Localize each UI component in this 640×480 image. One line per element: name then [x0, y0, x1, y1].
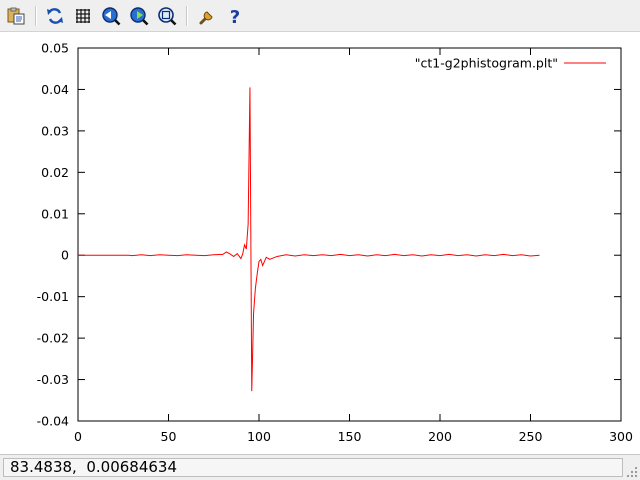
x-tick-label: 0 [74, 429, 82, 444]
y-tick-label: -0.04 [37, 414, 69, 429]
series-line [78, 87, 540, 392]
zoom-previous-icon [102, 7, 121, 26]
settings-icon [199, 11, 213, 25]
toolbar-separator [35, 6, 37, 26]
y-tick-label: 0 [61, 248, 69, 263]
settings-button[interactable] [196, 5, 218, 27]
plot-area[interactable]: -0.04 -0.03 -0.02 -0.01 0 0.01 0.02 0.03 0.04 0.0… [0, 32, 640, 454]
replot-icon [47, 8, 63, 24]
x-tick-label: 50 [161, 429, 177, 444]
plot-frame [77, 47, 622, 422]
copy-to-clipboard-button[interactable] [5, 5, 27, 27]
y-tick-label: -0.03 [37, 372, 69, 387]
zoom-previous-button[interactable] [100, 5, 122, 27]
status-bar: 83.4838, 0.00684634 [0, 454, 640, 480]
x-tick-label: 150 [338, 429, 362, 444]
autoscale-icon [158, 7, 177, 26]
x-tick-label: 250 [519, 429, 543, 444]
x-tick-label: 200 [428, 429, 452, 444]
help-glyph: ? [230, 7, 240, 26]
cursor-coordinates: 83.4838, 0.00684634 [3, 458, 623, 477]
help-button[interactable]: ? [224, 5, 246, 27]
y-tick-label: 0.04 [41, 82, 69, 97]
zoom-next-icon [130, 7, 149, 26]
autoscale-button[interactable] [156, 5, 178, 27]
grid-icon [76, 9, 90, 23]
help-icon: ? [230, 7, 240, 26]
toolbar: ? [0, 0, 640, 32]
copy-to-clipboard-icon [7, 7, 25, 25]
grid-button[interactable] [72, 5, 94, 27]
legend-label: "ct1-g2phistogram.plt" [415, 56, 558, 71]
replot-button[interactable] [44, 5, 66, 27]
y-tick-label: -0.01 [37, 289, 69, 304]
chart[interactable]: -0.04 -0.03 -0.02 -0.01 0 0.01 0.02 0.03 0.04 0.0… [0, 32, 640, 454]
zoom-next-button[interactable] [128, 5, 150, 27]
y-tick-label: 0.03 [41, 123, 69, 138]
y-tick-label: -0.02 [37, 331, 69, 346]
x-tick-label: 100 [247, 429, 271, 444]
y-tick-label: 0.05 [41, 41, 69, 56]
toolbar-separator [186, 6, 188, 26]
y-tick-label: 0.01 [41, 206, 69, 221]
x-tick-label: 300 [609, 429, 633, 444]
y-tick-label: 0.02 [41, 165, 69, 180]
resize-grip-icon[interactable] [626, 466, 638, 478]
